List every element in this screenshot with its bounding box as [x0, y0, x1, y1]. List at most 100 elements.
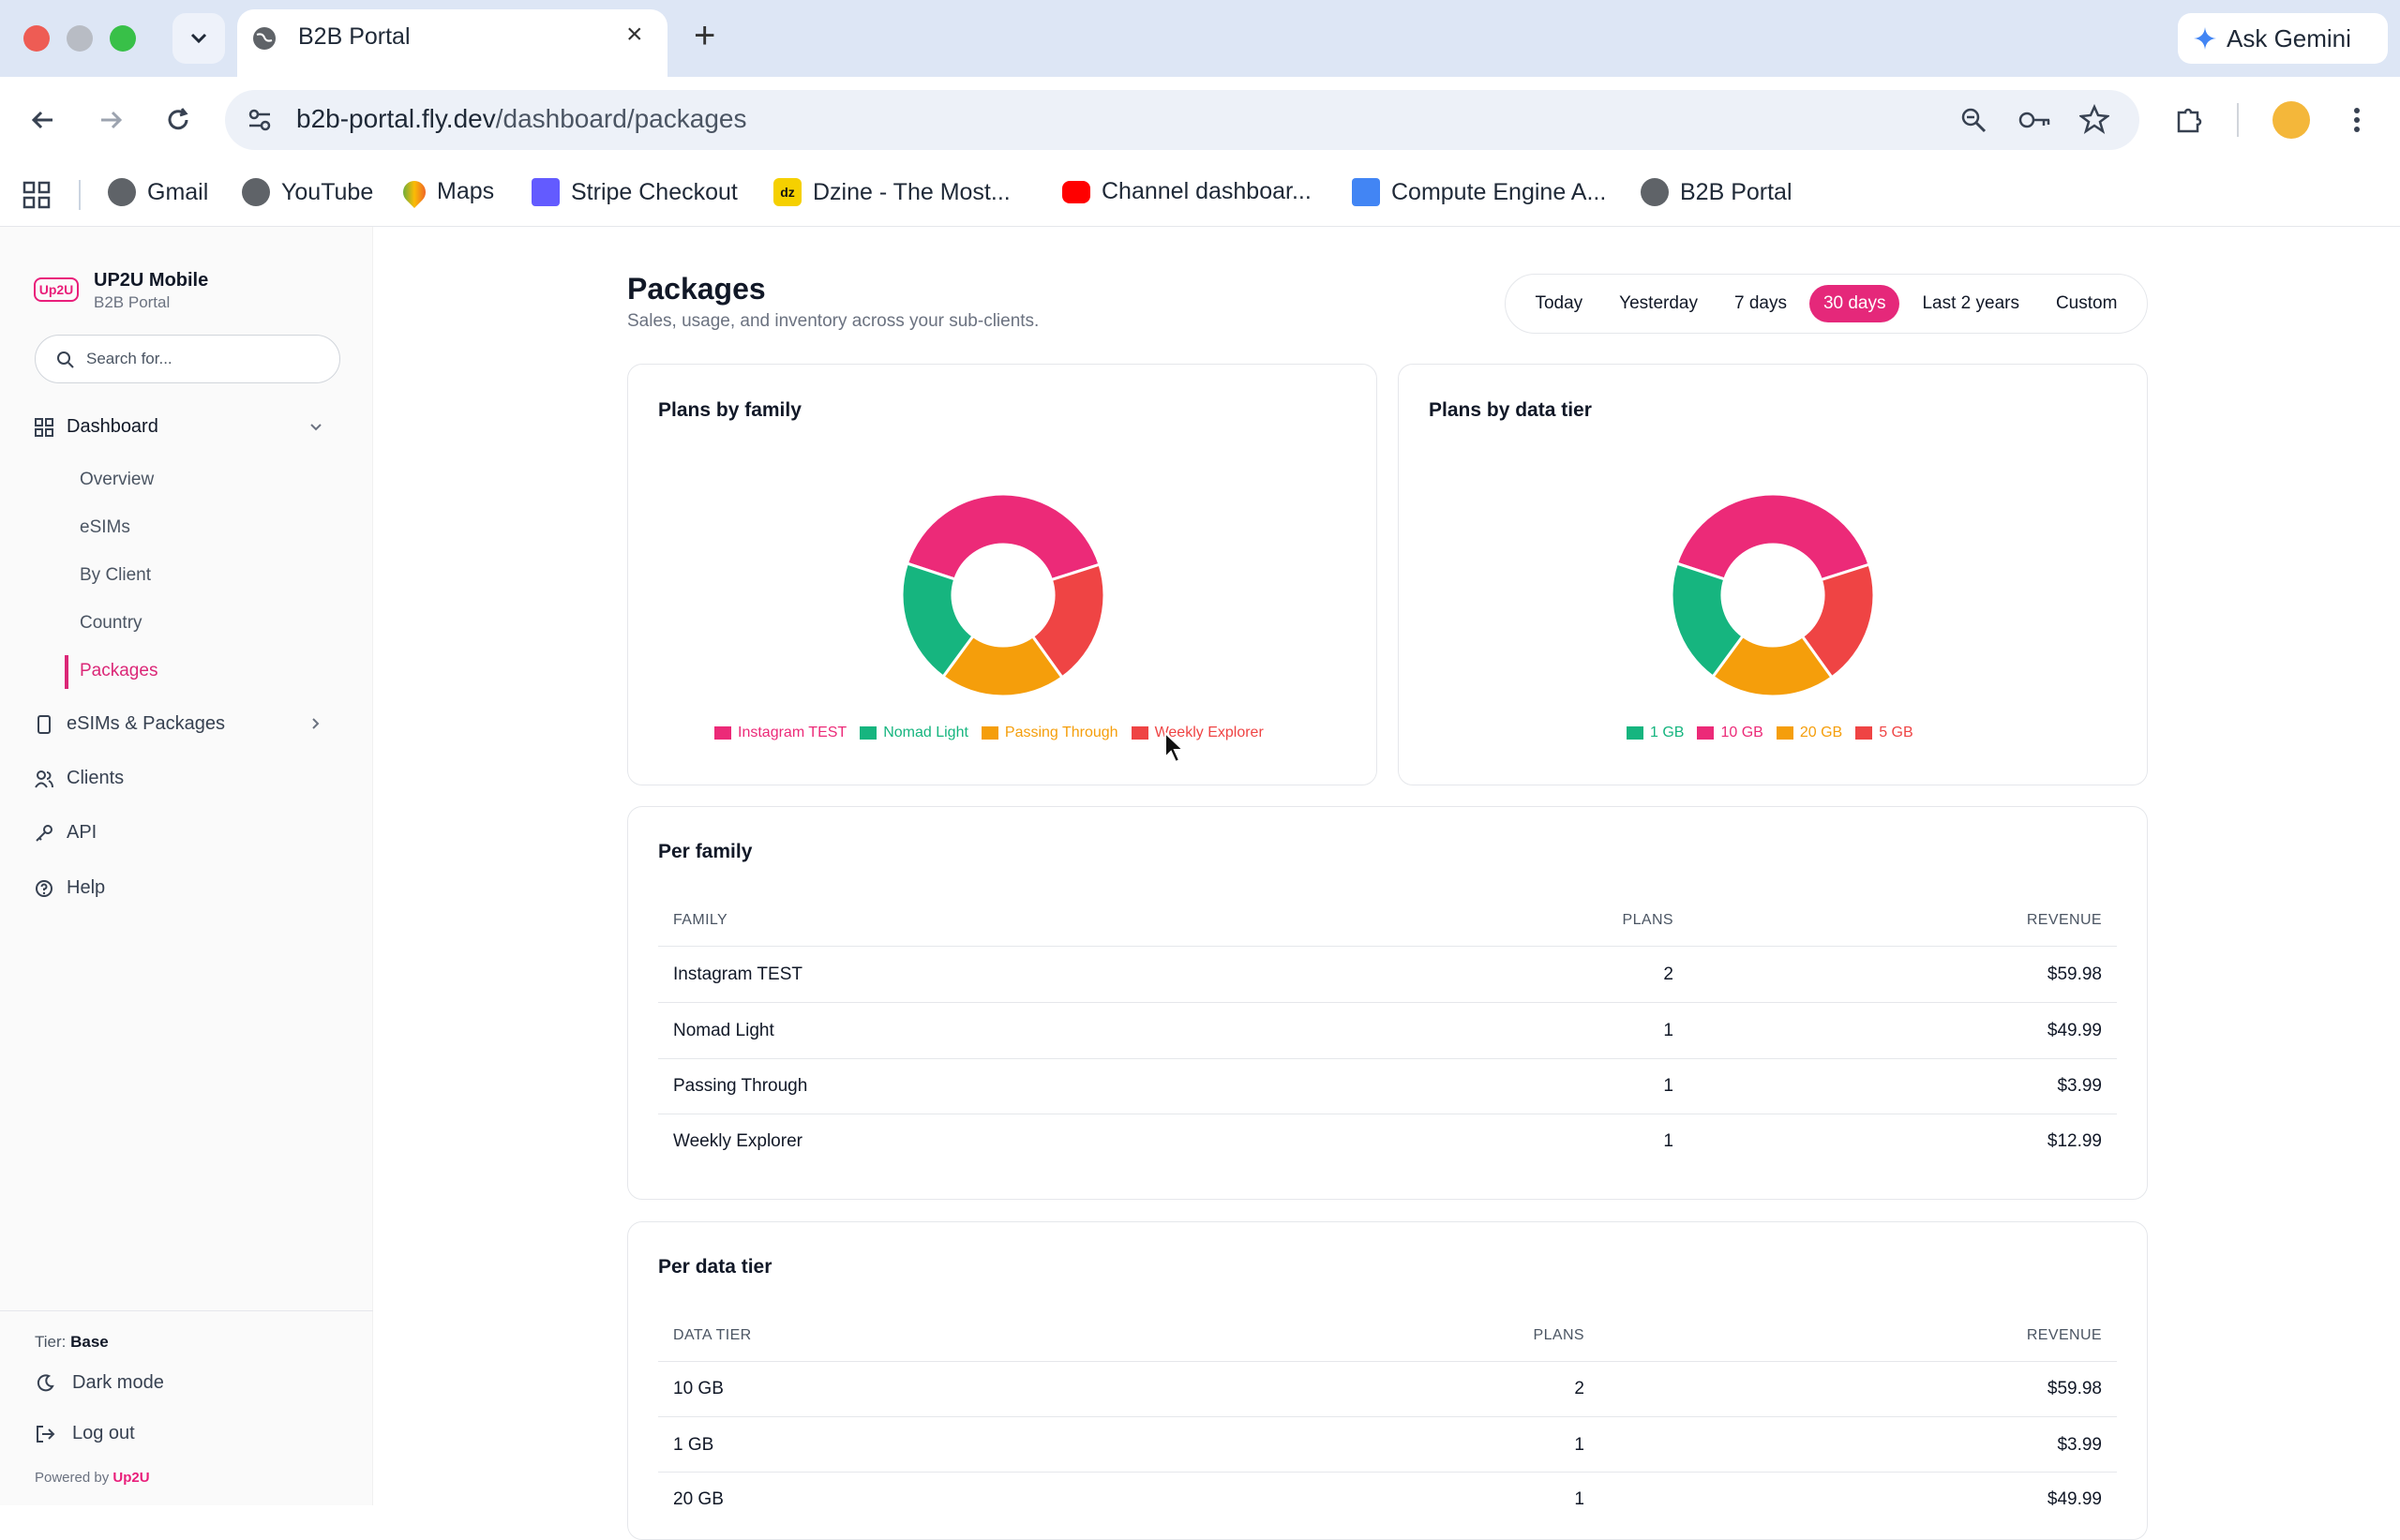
logout-button[interactable]: Log out	[35, 1423, 135, 1444]
legend-swatch	[860, 726, 878, 740]
legend-item-weekly-explorer[interactable]: Weekly Explorer	[1131, 725, 1264, 741]
dzine-icon: dz	[773, 178, 802, 206]
powered-by: Powered by Up2U	[35, 1470, 150, 1486]
sidebar-item-country[interactable]: Country	[80, 613, 142, 633]
slice-nomad-light[interactable]	[900, 561, 976, 680]
legend-label: Instagram TEST	[738, 725, 848, 740]
active-tab[interactable]	[237, 9, 668, 77]
column-header-revenue: REVENUE	[2026, 912, 2102, 928]
range-7-days[interactable]: 7 days	[1733, 293, 1787, 313]
back-arrow-icon[interactable]	[26, 103, 60, 137]
close-window-button[interactable]	[23, 25, 50, 52]
bookmark-compute-engine[interactable]: Compute Engine A...	[1352, 178, 1606, 206]
table-row-plans: 1	[1663, 1131, 1673, 1151]
sidebar-item-overview[interactable]: Overview	[80, 470, 155, 489]
profile-avatar[interactable]	[2272, 101, 2310, 139]
plans-by-family-card	[627, 364, 1377, 785]
range-today[interactable]: Today	[1535, 293, 1583, 313]
sidebar-item-esims-packages[interactable]: eSIMs & Packages	[35, 713, 225, 735]
sidebar-item-api[interactable]: API	[35, 822, 97, 844]
reload-icon[interactable]	[161, 103, 195, 137]
ask-gemini-button[interactable]: Ask Gemini	[2178, 13, 2388, 64]
table-row-plans: 2	[1574, 1379, 1584, 1398]
search-input[interactable]	[84, 347, 319, 371]
tab-search-button[interactable]	[172, 13, 225, 64]
maximize-window-button[interactable]	[110, 25, 136, 52]
slice-instagram-test[interactable]	[905, 492, 1102, 582]
new-tab-button[interactable]: +	[694, 15, 716, 56]
bookmark-youtube[interactable]: YouTube	[242, 178, 373, 206]
powered-by-label: Powered by	[35, 1470, 110, 1486]
sidebar-search[interactable]	[35, 335, 340, 383]
address-bar[interactable]	[225, 90, 2139, 150]
table-row-plans: 2	[1663, 964, 1673, 984]
bookmark-label: Maps	[437, 178, 495, 204]
key-icon	[36, 824, 52, 842]
legend-item-10-gb[interactable]: 10 GB	[1697, 725, 1763, 741]
table-title: Per family	[658, 841, 753, 862]
url-path: /dashboard/packages	[495, 104, 747, 133]
legend-label: Weekly Explorer	[1154, 725, 1264, 740]
apps-grid-icon[interactable]	[22, 181, 51, 209]
range-30-days[interactable]: 30 days	[1808, 285, 1900, 322]
range-custom[interactable]: Custom	[2055, 293, 2118, 313]
tier-value: Base	[70, 1333, 109, 1351]
bookmark-stripe-checkout[interactable]: Stripe Checkout	[532, 178, 738, 206]
legend-item-1-gb[interactable]: 1 GB	[1627, 725, 1684, 741]
extensions-puzzle-icon[interactable]	[2173, 103, 2205, 135]
legend-item-instagram-test[interactable]: Instagram TEST	[714, 725, 847, 741]
bookmark-gmail[interactable]: Gmail	[108, 178, 208, 206]
row-divider	[658, 1361, 2117, 1362]
row-divider	[658, 946, 2117, 947]
row-divider	[658, 1002, 2117, 1003]
gemini-sparkle-icon	[2194, 27, 2216, 50]
chevron-right-icon[interactable]	[309, 717, 322, 730]
site-settings-icon[interactable]	[246, 106, 274, 134]
bookmark-maps[interactable]: Maps	[398, 175, 495, 208]
stripe-icon	[532, 178, 560, 206]
slice-1-gb[interactable]	[1670, 561, 1746, 680]
column-header-data-tier: DATA TIER	[673, 1327, 752, 1343]
slice-10-gb[interactable]	[1674, 492, 1871, 582]
sidebar-item-help[interactable]: Help	[35, 877, 105, 899]
moon-icon	[37, 1373, 54, 1391]
chevron-down-icon[interactable]	[309, 421, 322, 434]
range-last-2-years[interactable]: Last 2 years	[1922, 293, 2019, 313]
ask-gemini-label: Ask Gemini	[2227, 23, 2351, 52]
table-row-plans: 1	[1574, 1435, 1584, 1455]
forward-arrow-icon[interactable]	[94, 103, 128, 137]
sidebar-item-dashboard[interactable]: Dashboard	[35, 416, 158, 438]
youtube-icon	[1062, 180, 1090, 203]
sidebar-item-clients[interactable]: Clients	[35, 768, 124, 789]
powered-by-brand[interactable]: Up2U	[112, 1470, 150, 1486]
plans-by-family-donut	[900, 492, 1106, 698]
sidebar-item-packages[interactable]: Packages	[80, 661, 158, 680]
range-yesterday[interactable]: Yesterday	[1619, 293, 1698, 313]
table-row-revenue: $59.98	[2047, 964, 2102, 984]
logout-icon	[37, 1425, 55, 1443]
tab-close-icon[interactable]: ×	[626, 19, 643, 50]
legend-item-passing-through[interactable]: Passing Through	[981, 725, 1118, 741]
bookmark-channel-dashboard[interactable]: Channel dashboar...	[1062, 178, 1312, 205]
password-key-icon[interactable]	[2018, 106, 2053, 134]
plans-by-data-tier-donut	[1670, 492, 1876, 698]
zoom-icon[interactable]	[1959, 106, 1988, 134]
minimize-window-button[interactable]	[67, 25, 93, 52]
more-options-icon[interactable]	[2344, 103, 2370, 137]
legend-item-5-gb[interactable]: 5 GB	[1855, 725, 1913, 741]
bookmark-star-icon[interactable]	[2079, 104, 2109, 134]
logout-label: Log out	[72, 1423, 135, 1443]
legend-swatch	[1131, 726, 1148, 740]
table-row-revenue: $3.99	[2057, 1076, 2102, 1096]
bookmark-label: B2B Portal	[1680, 178, 1792, 205]
dark-mode-toggle[interactable]: Dark mode	[35, 1372, 164, 1394]
bookmark-dzine[interactable]: dz Dzine - The Most...	[773, 178, 1011, 206]
sidebar-item-esims[interactable]: eSIMs	[80, 517, 130, 537]
legend-item-nomad-light[interactable]: Nomad Light	[860, 725, 968, 741]
sidebar-item-by-client[interactable]: By Client	[80, 565, 152, 585]
brand-name: UP2U Mobile	[94, 270, 209, 291]
bookmark-b2b-portal[interactable]: B2B Portal	[1641, 178, 1792, 206]
help-circle-icon	[36, 879, 52, 897]
legend-item-20-gb[interactable]: 20 GB	[1776, 725, 1842, 741]
sidebar-item-label: Help	[67, 877, 106, 898]
